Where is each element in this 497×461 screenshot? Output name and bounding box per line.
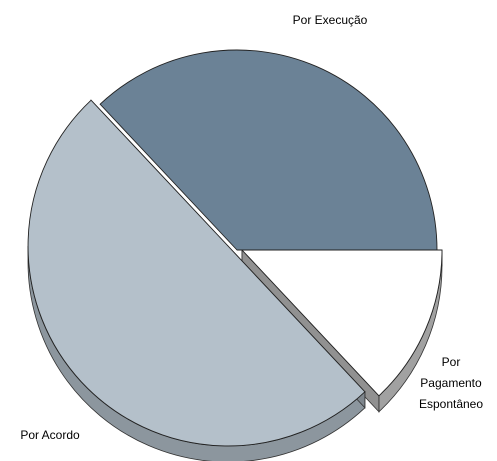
pie-slice-por-pagamento-espontaneo (240, 249, 443, 397)
label-por-acordo: Por Acordo (20, 428, 80, 442)
label-por-pagamento-line2: Pagamento (420, 376, 482, 390)
label-por-pagamento-line3: Espontâneo (419, 397, 483, 411)
pie-slice-por-execucao (99, 49, 438, 251)
label-por-pagamento-line1: Por (442, 355, 461, 369)
label-por-execucao: Por Execução (293, 13, 368, 27)
pie-slice-por-acordo (27, 99, 366, 447)
pie-slices (27, 49, 443, 447)
